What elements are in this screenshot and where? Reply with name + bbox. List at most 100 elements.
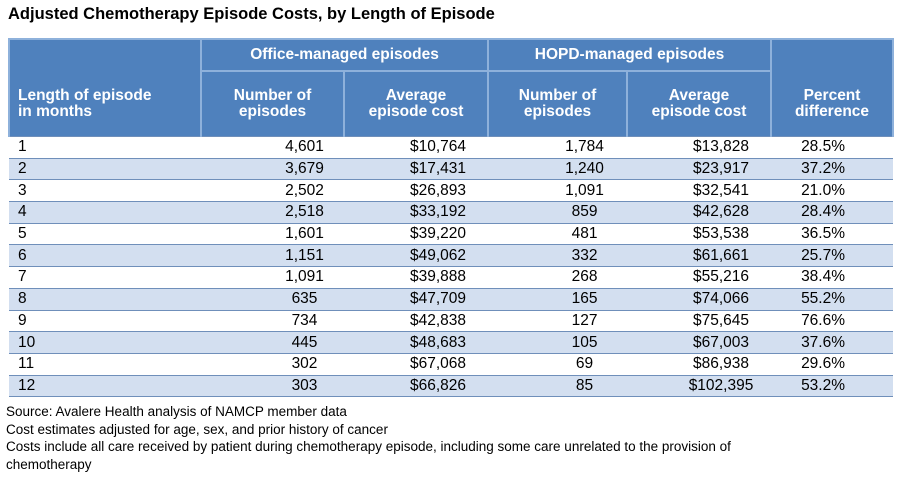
cell-hopd-cost: $67,003 (627, 331, 772, 354)
page-title: Adjusted Chemotherapy Episode Costs, by … (8, 5, 495, 23)
cell-hopd-count: 1,091 (488, 179, 628, 202)
table-row: 8 635 $47,709 165 $74,066 55.2% (9, 287, 894, 310)
cell-hopd-count: 268 (488, 266, 628, 289)
cell-length: 8 (9, 287, 201, 310)
cell-hopd-cost: $13,828 (627, 136, 772, 159)
cell-office-count: 635 (201, 287, 344, 310)
cell-percent-difference: 21.0% (771, 179, 894, 202)
cell-office-cost: $42,838 (344, 309, 489, 332)
cell-hopd-count: 332 (488, 244, 628, 267)
cell-length: 3 (9, 179, 201, 202)
footnote-adjustment: Cost estimates adjusted for age, sex, an… (6, 421, 388, 437)
table-row: 5 1,601 $39,220 481 $53,538 36.5% (9, 222, 894, 245)
table-row: 4 2,518 $33,192 859 $42,628 28.4% (9, 201, 894, 224)
cell-hopd-count: 127 (488, 309, 628, 332)
cell-hopd-count: 1,784 (488, 136, 628, 159)
cell-percent-difference: 37.2% (771, 157, 894, 180)
table-row: 9 734 $42,838 127 $75,645 76.6% (9, 309, 894, 332)
cell-hopd-cost: $86,938 (627, 352, 772, 376)
cell-length: 5 (9, 222, 201, 245)
cell-office-count: 303 (201, 374, 344, 398)
column-header-hopd-count: Number of episodes (487, 71, 629, 137)
cell-length: 6 (9, 244, 201, 267)
table-row: 7 1,091 $39,888 268 $55,216 38.4% (9, 266, 894, 289)
group-header-office: Office-managed episodes (199, 38, 490, 72)
column-header-hopd-cost: Average episode cost (626, 71, 773, 137)
cell-hopd-cost: $102,395 (627, 374, 772, 398)
cell-office-count: 4,601 (201, 136, 344, 159)
column-header-row: Length of episode in months Number of ep… (8, 71, 895, 137)
cell-percent-difference: 29.6% (771, 352, 894, 376)
cell-hopd-count: 165 (488, 287, 628, 310)
cell-office-count: 445 (201, 331, 344, 354)
column-header-office-count: Number of episodes (200, 71, 345, 137)
cell-length: 7 (9, 266, 201, 289)
cell-percent-difference: 37.6% (771, 331, 894, 354)
cell-office-cost: $39,888 (344, 266, 489, 289)
footnote-scope: Costs include all care received by patie… (6, 439, 731, 454)
table-row: 3 2,502 $26,893 1,091 $32,541 21.0% (9, 179, 894, 202)
cell-length: 2 (9, 157, 201, 180)
cell-percent-difference: 36.5% (771, 222, 894, 245)
cell-length: 4 (9, 201, 201, 224)
cell-office-cost: $47,709 (344, 287, 489, 310)
cell-hopd-count: 481 (488, 222, 628, 245)
cell-office-count: 1,601 (201, 222, 344, 245)
group-header-empty (8, 38, 202, 71)
cell-office-count: 2,502 (201, 179, 344, 202)
cell-hopd-cost: $53,538 (627, 222, 772, 245)
group-header-row: Office-managed episodes HOPD-managed epi… (8, 38, 895, 72)
cell-length: 11 (9, 352, 201, 376)
cell-percent-difference: 55.2% (771, 287, 894, 310)
footnotes: Source: Avalere Health analysis of NAMCP… (6, 403, 886, 473)
column-header-length: Length of episode in months (8, 71, 202, 137)
cell-percent-difference: 76.6% (771, 309, 894, 332)
cell-length: 1 (9, 136, 201, 159)
cell-office-count: 1,151 (201, 244, 344, 267)
cost-table: Office-managed episodes HOPD-managed epi… (8, 38, 895, 398)
cell-hopd-count: 859 (488, 201, 628, 224)
cell-hopd-count: 69 (488, 352, 628, 376)
table-row: 6 1,151 $49,062 332 $61,661 25.7% (9, 244, 894, 267)
cell-office-count: 734 (201, 309, 344, 332)
cell-percent-difference: 38.4% (771, 266, 894, 289)
cell-office-cost: $48,683 (344, 331, 489, 354)
cell-office-cost: $10,764 (344, 136, 489, 159)
cell-hopd-count: 85 (488, 374, 628, 398)
cell-hopd-cost: $42,628 (627, 201, 772, 224)
cell-percent-difference: 53.2% (771, 374, 894, 398)
cell-length: 9 (9, 309, 201, 332)
cell-percent-difference: 28.5% (771, 136, 894, 159)
table-row: 10 445 $48,683 105 $67,003 37.6% (9, 331, 894, 354)
cell-office-cost: $33,192 (344, 201, 489, 224)
cell-office-cost: $39,220 (344, 222, 489, 245)
cell-office-count: 2,518 (201, 201, 344, 224)
table-row: 11 302 $67,068 69 $86,938 29.6% (9, 352, 894, 376)
cell-hopd-cost: $74,066 (627, 287, 772, 310)
cell-office-cost: $67,068 (344, 352, 489, 376)
table-row: 2 3,679 $17,431 1,240 $23,917 37.2% (9, 157, 894, 180)
cell-hopd-cost: $75,645 (627, 309, 772, 332)
cell-office-count: 302 (201, 352, 344, 376)
cell-office-cost: $26,893 (344, 179, 489, 202)
cell-percent-difference: 25.7% (771, 244, 894, 267)
cell-hopd-cost: $61,661 (627, 244, 772, 267)
cell-hopd-cost: $55,216 (627, 266, 772, 289)
table-body: 1 4,601 $10,764 1,784 $13,828 28.5% 2 3,679 $17,… (9, 136, 894, 398)
column-header-percent-difference: Percent difference (770, 71, 895, 137)
table-row: 1 4,601 $10,764 1,784 $13,828 28.5% (9, 136, 894, 159)
group-header-empty (770, 38, 895, 71)
footnote-source: Source: Avalere Health analysis of NAMCP… (6, 404, 347, 419)
cell-hopd-cost: $23,917 (627, 157, 772, 180)
cell-length: 10 (9, 331, 201, 354)
cell-length: 12 (9, 374, 201, 398)
column-header-office-cost: Average episode cost (342, 71, 490, 137)
cell-percent-difference: 28.4% (771, 201, 894, 224)
cell-hopd-count: 105 (488, 331, 628, 354)
cell-hopd-count: 1,240 (488, 157, 628, 180)
table-row: 12 303 $66,826 85 $102,395 53.2% (9, 374, 894, 398)
footnote-scope-continued: chemotherapy (6, 456, 92, 472)
cell-hopd-cost: $32,541 (627, 179, 772, 202)
cell-office-cost: $17,431 (344, 157, 489, 180)
cell-office-count: 1,091 (201, 266, 344, 289)
